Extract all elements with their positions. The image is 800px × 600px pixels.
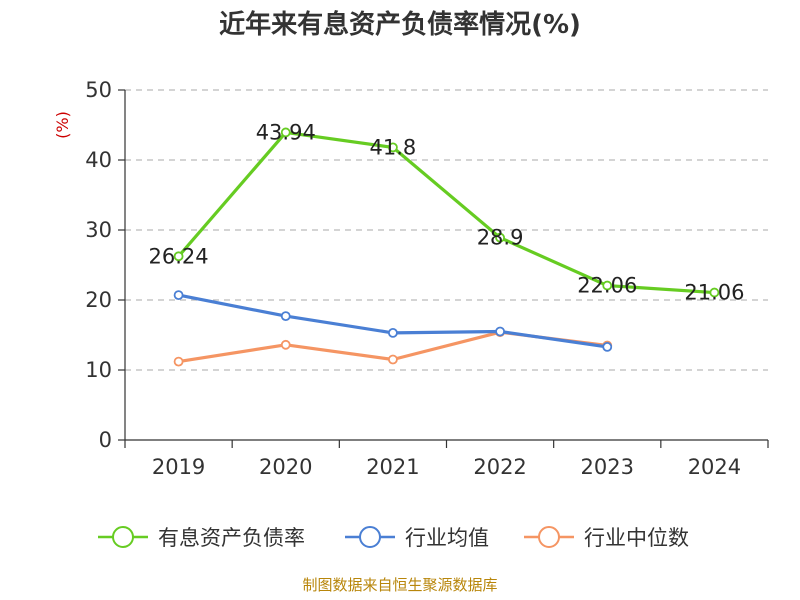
- series-0-point-2022: [495, 232, 505, 243]
- legend-item-0[interactable]: 有息资产负债率: [98, 526, 305, 550]
- series-group: [173, 127, 720, 367]
- y-tick-label-0: 0: [99, 428, 112, 452]
- x-tick-label-2024: 2024: [688, 455, 741, 479]
- series-2-point-2020: [280, 339, 291, 350]
- legend-label-0: 有息资产负债率: [158, 526, 305, 550]
- data-label-2022: 28.9: [477, 226, 524, 250]
- series-1: [173, 290, 613, 352]
- data-label-2023: 22.06: [577, 274, 637, 298]
- series-0-point-2020: [280, 127, 291, 138]
- y-tick-label-10: 10: [85, 358, 112, 382]
- series-1-point-2020: [280, 311, 291, 322]
- x-tick-label-2020: 2020: [259, 455, 312, 479]
- series-1-point-2019: [173, 290, 184, 301]
- series-2-point-2019: [173, 356, 184, 367]
- legend-item-2[interactable]: 行业中位数: [524, 526, 689, 550]
- x-tick-label-2021: 2021: [366, 455, 419, 479]
- data-label-2024: 21.06: [684, 281, 744, 305]
- axes: 0 10 20 30 40 50 2019 2020 2021 2022 2023 2024: [85, 78, 769, 479]
- legend-label-2: 行业中位数: [584, 526, 689, 550]
- series-1-point-2023: [602, 341, 613, 352]
- data-label-2021: 41.8: [370, 135, 417, 159]
- legend-swatch-marker-2: [538, 526, 560, 548]
- chart-title: 近年来有息资产负债率情况(%): [219, 9, 581, 40]
- data-label-2020: 43.94: [256, 120, 316, 144]
- series-line-1: [176, 293, 609, 349]
- legend-swatch-marker-1: [359, 526, 381, 548]
- x-tick-label-2023: 2023: [581, 455, 634, 479]
- y-tick-label-20: 20: [85, 288, 112, 312]
- legend[interactable]: 有息资产负债率 行业均值 行业中位数: [98, 526, 689, 550]
- series-0-point-2019: [173, 251, 184, 262]
- series-1-point-2022: [495, 326, 505, 337]
- series-0-point-2021: [388, 142, 398, 153]
- series-2-point-2021: [388, 354, 398, 365]
- legend-swatch-marker-0: [112, 526, 134, 548]
- y-tick-label-50: 50: [85, 78, 112, 102]
- y-tick-label-40: 40: [85, 148, 112, 172]
- x-tick-label-2022: 2022: [473, 455, 526, 479]
- x-tick-label-2019: 2019: [152, 455, 205, 479]
- data-labels: 26.24 43.94 41.8 28.9 22.06 21.06: [149, 120, 745, 304]
- series-0-point-2024: [709, 287, 720, 298]
- data-source-note: 制图数据来自恒生聚源数据库: [302, 576, 497, 594]
- legend-label-1: 行业均值: [405, 526, 489, 550]
- gridlines: [125, 89, 768, 371]
- y-tick-label-30: 30: [85, 218, 112, 242]
- series-0-point-2023: [602, 280, 613, 291]
- series-line-0: [176, 130, 717, 295]
- data-label-2019: 26.24: [149, 244, 209, 268]
- series-1-point-2021: [388, 327, 398, 338]
- legend-item-1[interactable]: 行业均值: [345, 526, 489, 550]
- y-axis-unit-label: (%): [53, 111, 72, 139]
- series-0: [173, 127, 720, 298]
